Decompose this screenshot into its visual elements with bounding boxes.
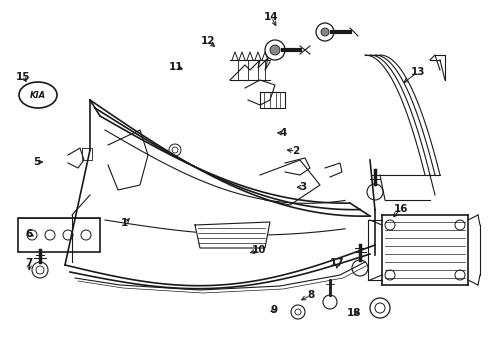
Text: 6: 6 [26, 229, 33, 239]
Text: 5: 5 [33, 157, 40, 167]
Text: 1: 1 [121, 218, 128, 228]
Text: 10: 10 [251, 245, 266, 255]
Circle shape [269, 45, 280, 55]
Text: 7: 7 [25, 258, 33, 268]
Text: 8: 8 [306, 290, 313, 300]
Text: 9: 9 [270, 305, 277, 315]
Text: 11: 11 [168, 62, 183, 72]
Text: 15: 15 [16, 72, 31, 82]
Text: 4: 4 [279, 128, 287, 138]
Text: KIA: KIA [30, 90, 46, 99]
Text: 2: 2 [292, 146, 299, 156]
Text: 13: 13 [410, 67, 425, 77]
Polygon shape [195, 222, 269, 248]
Circle shape [320, 28, 328, 36]
Text: 17: 17 [329, 258, 344, 268]
Text: 18: 18 [346, 308, 361, 318]
Text: 12: 12 [200, 36, 215, 46]
Text: 14: 14 [264, 12, 278, 22]
Text: 3: 3 [299, 182, 306, 192]
Text: 16: 16 [393, 204, 407, 214]
